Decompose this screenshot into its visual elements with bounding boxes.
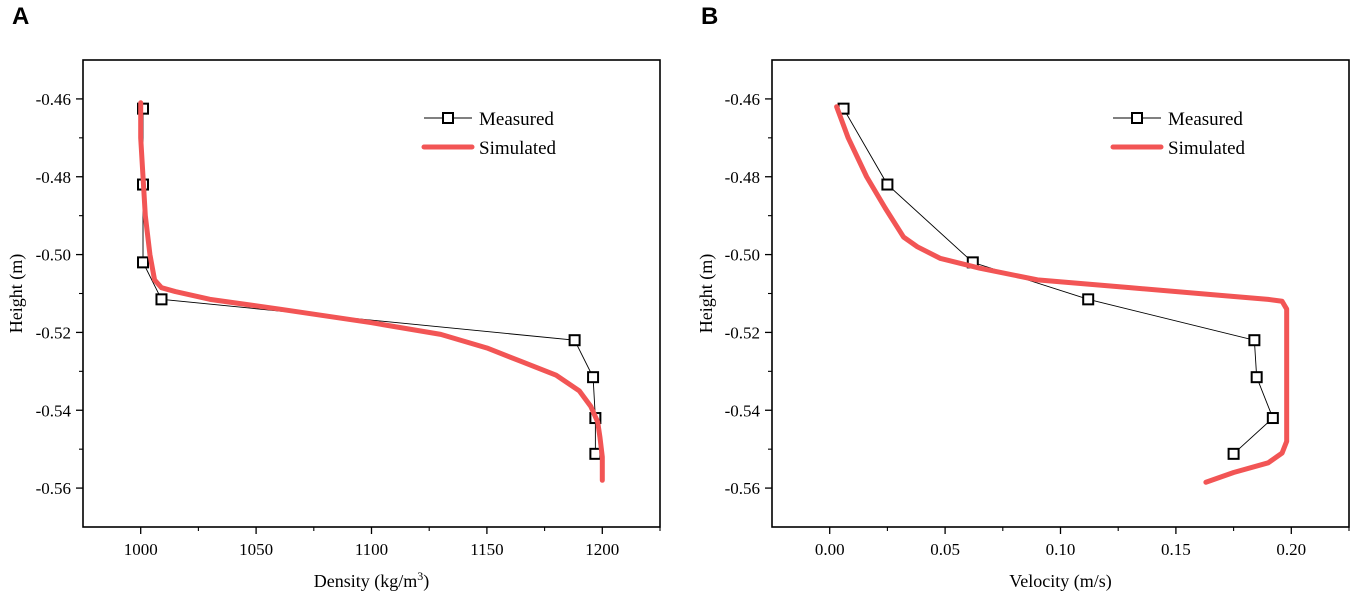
- legend: Measured Simulated: [1110, 109, 1246, 159]
- measured-point: [155, 293, 168, 306]
- legend-measured-label: Measured: [479, 109, 554, 130]
- y-tick-label: -0.48: [36, 168, 71, 187]
- x-tick-label: 0.10: [1046, 540, 1076, 559]
- x-axis-title-main: Density (kg/m: [314, 571, 418, 592]
- x-tick-label: 1200: [585, 540, 619, 559]
- legend-measured-marker: [1131, 112, 1143, 124]
- x-tick-label: 1100: [355, 540, 388, 559]
- x-tick-label: 0.00: [815, 540, 845, 559]
- plot-frame: [82, 59, 661, 528]
- x-axis-title-main: Velocity (m/s): [1009, 571, 1111, 592]
- y-tick-label: -0.52: [725, 323, 760, 342]
- x-axis-title: Density (kg/m3): [314, 569, 430, 592]
- y-axis-title: Height (m): [696, 254, 717, 333]
- legend-measured-marker: [442, 112, 454, 124]
- simulated-line: [834, 104, 1290, 485]
- simulated-line: [138, 100, 605, 483]
- y-tick-label: -0.46: [36, 90, 71, 109]
- y-tick-label: -0.48: [725, 168, 760, 187]
- y-tick-label: -0.50: [725, 246, 760, 265]
- panel-label: A: [12, 3, 29, 30]
- measured-point: [587, 371, 600, 384]
- x-tick-label: 0.05: [930, 540, 960, 559]
- x-axis-title-end: ): [423, 571, 429, 592]
- x-tick-label: 0.15: [1161, 540, 1191, 559]
- y-tick-label: -0.54: [725, 401, 761, 420]
- y-tick-label: -0.56: [725, 479, 760, 498]
- x-tick-label: 1000: [124, 540, 158, 559]
- y-tick-label: -0.50: [36, 246, 71, 265]
- y-axis-title: Height (m): [6, 254, 27, 333]
- plot-frame: [771, 59, 1350, 528]
- x-axis-title: Velocity (m/s): [1009, 571, 1111, 592]
- measured-line: [142, 108, 596, 454]
- x-tick-label: 0.20: [1276, 540, 1306, 559]
- x-axis-title-superscript: 3: [417, 569, 423, 583]
- measured-point: [881, 178, 894, 191]
- legend-simulated-label: Simulated: [1168, 138, 1246, 159]
- y-tick-label: -0.46: [725, 90, 760, 109]
- measured-point: [589, 447, 602, 460]
- y-tick-label: -0.54: [36, 401, 72, 420]
- x-tick-label: 1050: [239, 540, 273, 559]
- measured-point: [1248, 334, 1261, 347]
- measured-point: [1082, 293, 1095, 306]
- measured-line: [843, 108, 1274, 455]
- chart-panel-b: B 0.00 0.05 0.10 0.15 0.20 -0.46 -0.48 -0.50 -0.5…: [696, 3, 1350, 592]
- panel-label: B: [701, 3, 718, 30]
- y-tick-label: -0.56: [36, 479, 71, 498]
- y-tick-label: -0.52: [36, 323, 71, 342]
- measured-point: [1227, 447, 1240, 460]
- measured-point: [137, 256, 150, 269]
- measured-point: [1266, 412, 1279, 425]
- legend: Measured Simulated: [421, 109, 557, 159]
- legend-simulated-label: Simulated: [479, 138, 557, 159]
- chart-panel-a: A 1000 1050 1100 1150 1200 -0.46 -0.48 -0.50 -0.5…: [6, 3, 661, 592]
- x-tick-label: 1150: [470, 540, 503, 559]
- legend-measured-label: Measured: [1168, 109, 1243, 130]
- measured-point: [1250, 371, 1263, 384]
- measured-point: [568, 334, 581, 347]
